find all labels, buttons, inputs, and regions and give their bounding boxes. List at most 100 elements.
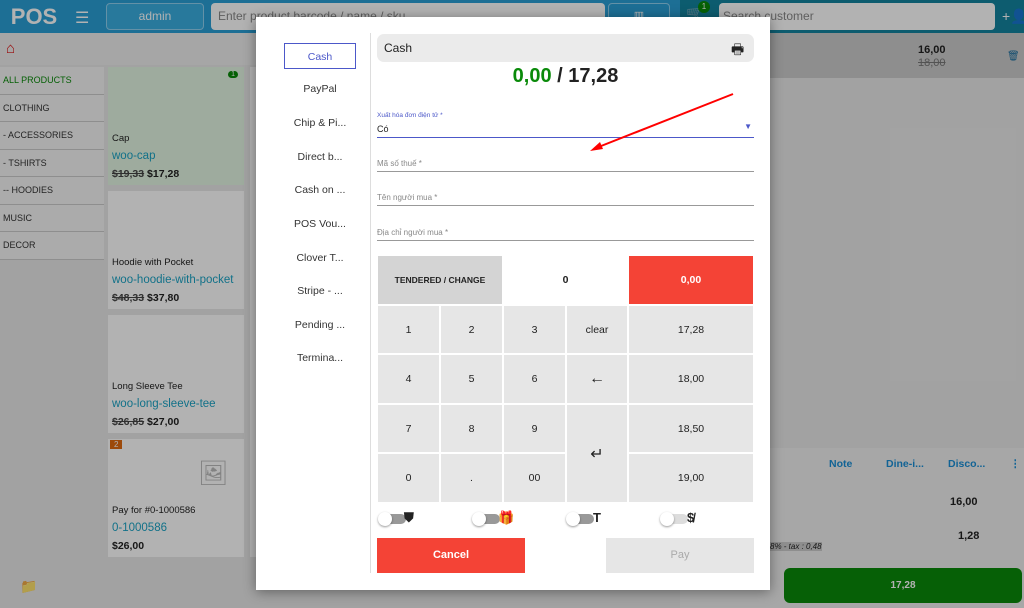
key-1[interactable]: 1: [377, 305, 440, 354]
buyer-name-field[interactable]: Tên người mua *: [377, 186, 754, 206]
tax-note: 8% - tax : 0,48: [770, 542, 822, 551]
invoice-label: Xuất hóa đơn điện tử *: [377, 112, 443, 119]
method-cash[interactable]: Cash: [284, 43, 356, 69]
menu-icon[interactable]: ☰: [75, 10, 90, 27]
method-direct-bank[interactable]: Direct b...: [297, 151, 343, 163]
shield-check-icon: ⛊: [404, 510, 414, 525]
key-9[interactable]: 9: [503, 404, 566, 453]
add-customer-icon[interactable]: +👤: [1002, 8, 1024, 24]
dine-in-tab[interactable]: Dine-i...: [886, 458, 924, 470]
old-price: $48,33: [112, 292, 145, 304]
image-placeholder-icon: 🖼: [198, 460, 229, 487]
chevron-down-icon: ▼: [744, 122, 752, 131]
key-decimal[interactable]: .: [440, 453, 503, 503]
toggle-switch[interactable]: [566, 512, 594, 526]
annotation-arrow: [590, 92, 750, 152]
trash-icon[interactable]: 🗑: [1007, 51, 1020, 62]
quantity-badge: 1: [228, 71, 238, 78]
clear-button[interactable]: clear: [566, 305, 628, 354]
product-card[interactable]: Long Sleeve Tee woo-long-sleeve-tee $26,…: [108, 315, 244, 433]
cancel-button[interactable]: Cancel: [377, 538, 525, 573]
paid-amount: 0,00: [512, 65, 552, 87]
user-button[interactable]: admin: [106, 3, 204, 30]
method-stripe[interactable]: Stripe - ...: [297, 285, 343, 297]
price: $37,80: [147, 292, 180, 304]
method-clover[interactable]: Clover T...: [296, 252, 344, 264]
key-5[interactable]: 5: [440, 354, 503, 404]
buyer-address-field[interactable]: Địa chỉ người mua *: [377, 221, 754, 241]
price: $17,28: [147, 168, 180, 180]
invoice-select[interactable]: Xuất hóa đơn điện tử * Có ▼: [377, 112, 754, 138]
category-item[interactable]: ALL PRODUCTS: [0, 67, 104, 95]
tax-code-field[interactable]: Mã số thuế *: [377, 152, 754, 172]
home-icon[interactable]: ⌂: [6, 40, 16, 57]
pay-button[interactable]: Pay: [606, 538, 754, 573]
more-icon[interactable]: ⋮: [1010, 458, 1021, 470]
quick-amount[interactable]: 18,00: [628, 354, 754, 404]
product-sku: woo-hoodie-with-pocket: [112, 274, 234, 286]
category-item[interactable]: - ACCESSORIES: [0, 122, 104, 150]
cart-count-badge: 1: [698, 1, 710, 13]
key-2[interactable]: 2: [440, 305, 503, 354]
category-item[interactable]: DECOR: [0, 232, 104, 260]
product-card[interactable]: 2 🖼 Pay for #0-1000586 0-1000586 $26,00: [108, 439, 244, 557]
category-item[interactable]: CLOTHING: [0, 94, 104, 122]
line-price: 16,00: [918, 44, 946, 56]
selected-method-title: Cash: [377, 34, 754, 62]
key-8[interactable]: 8: [440, 404, 503, 453]
backspace-button[interactable]: ←: [566, 354, 628, 404]
product-card[interactable]: 1 Cap woo-cap $19,33 $17,28: [108, 67, 244, 185]
product-card[interactable]: Hoodie with Pocket woo-hoodie-with-pocke…: [108, 191, 244, 309]
gift-card-icon: 🎁: [498, 510, 515, 525]
tax-code-label: Mã số thuế *: [377, 159, 422, 168]
product-name: Hoodie with Pocket: [112, 257, 194, 268]
product-name: Cap: [112, 133, 130, 144]
price: $26,00: [112, 540, 145, 552]
quick-amount[interactable]: 17,28: [628, 305, 754, 354]
enter-button[interactable]: ↵: [566, 404, 628, 503]
note-tab[interactable]: Note: [829, 458, 853, 470]
method-terminal[interactable]: Termina...: [296, 352, 344, 364]
method-cash-on-delivery[interactable]: Cash on ...: [294, 184, 346, 196]
key-3[interactable]: 3: [503, 305, 566, 354]
old-price: $26,85: [112, 416, 145, 428]
key-00[interactable]: 00: [503, 453, 566, 503]
cart-line-item[interactable]: [770, 33, 1024, 78]
category-item[interactable]: -- HOODIES: [0, 177, 104, 205]
method-chip-pin[interactable]: Chip & Pi...: [293, 117, 347, 129]
tendered-change-label: TENDERED / CHANGE: [377, 255, 503, 305]
quantity-badge: 2: [110, 440, 123, 449]
category-list: ALL PRODUCTS CLOTHING - ACCESSORIES - TS…: [0, 67, 104, 260]
total-amount: / 17,28: [557, 65, 619, 87]
folder-icon[interactable]: 📁: [20, 578, 38, 594]
checkout-button[interactable]: 17,28: [784, 568, 1022, 603]
toggle-switch[interactable]: [378, 512, 406, 526]
category-item[interactable]: - TSHIRTS: [0, 149, 104, 177]
text-icon: T: [593, 510, 601, 525]
printer-icon[interactable]: 🖶: [731, 41, 745, 57]
product-sku: 0-1000586: [112, 522, 167, 534]
buyer-address-label: Địa chỉ người mua *: [377, 228, 449, 237]
tendered-value[interactable]: 0: [503, 255, 628, 305]
tax-value: 1,28: [958, 530, 980, 542]
quick-amount[interactable]: 18,50: [628, 404, 754, 453]
key-7[interactable]: 7: [377, 404, 440, 453]
method-pending[interactable]: Pending ...: [294, 319, 346, 331]
product-sku: woo-long-sleeve-tee: [112, 398, 216, 410]
method-paypal[interactable]: PayPal: [303, 83, 337, 95]
line-old-price: 18,00: [918, 57, 946, 69]
money-off-icon: $̸: [687, 510, 695, 525]
toggle-switch-disabled[interactable]: [660, 512, 688, 526]
discount-tab[interactable]: Disco...: [948, 458, 986, 470]
key-4[interactable]: 4: [377, 354, 440, 404]
method-pos-voucher[interactable]: POS Vou...: [294, 218, 346, 230]
buyer-name-label: Tên người mua *: [377, 193, 438, 202]
category-item[interactable]: MUSIC: [0, 204, 104, 232]
toggle-switch[interactable]: [472, 512, 500, 526]
invoice-value: Có: [377, 124, 389, 134]
key-6[interactable]: 6: [503, 354, 566, 404]
key-0[interactable]: 0: [377, 453, 440, 503]
subtotal-value: 16,00: [950, 496, 978, 508]
change-value: 0,00: [628, 255, 754, 305]
quick-amount[interactable]: 19,00: [628, 453, 754, 503]
